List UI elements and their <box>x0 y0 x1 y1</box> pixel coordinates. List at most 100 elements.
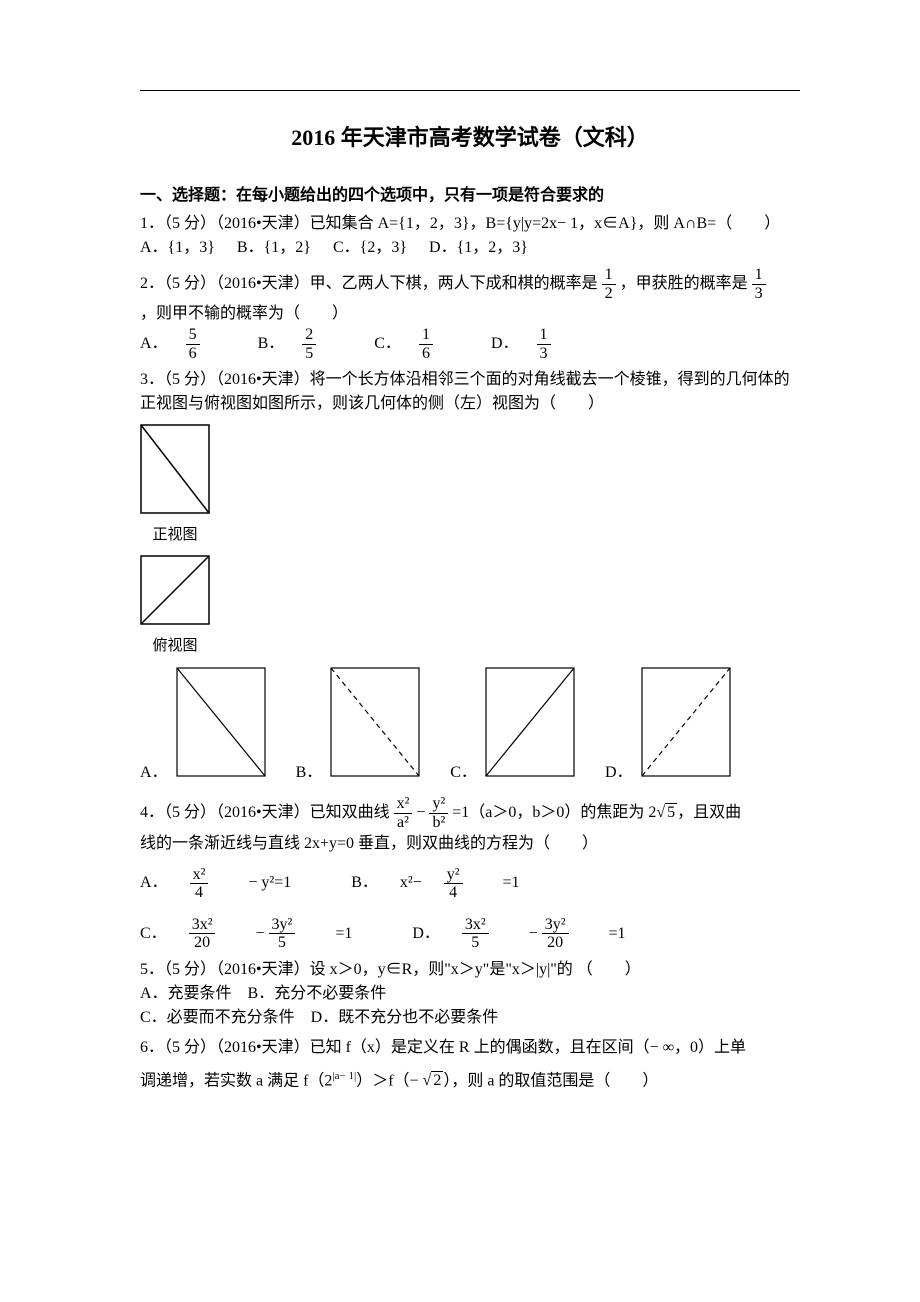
q2-D: D． <box>491 335 519 352</box>
q4-fx-d: a² <box>394 814 413 832</box>
q3-choice-d: D． <box>605 667 731 785</box>
q4-t3: ，且双曲 <box>677 804 741 821</box>
q4-C-frac2: 3y²5 <box>269 916 314 952</box>
top-view-label: 俯视图 <box>140 635 210 658</box>
q3-choice-a: A． <box>140 667 266 785</box>
q4-De: =1 <box>609 925 626 942</box>
q4-opt-c: C． 3x²20 − 3y²5 =1 <box>140 925 374 942</box>
q3-C-svg <box>485 667 575 777</box>
q4-A-n: x² <box>190 866 209 885</box>
q3-D-svg <box>641 667 731 777</box>
q1-opt-a: A．{1，3} <box>140 239 215 256</box>
q2-line2: ，则甲不输的概率为（ ） <box>140 302 800 326</box>
q4-line2: 线的一条渐近线与直线 2x+y=0 垂直，则双曲线的方程为（ ） <box>140 832 800 856</box>
q2-A: A． <box>140 335 168 352</box>
q2-Cd: 6 <box>419 345 433 363</box>
front-view-svg <box>140 424 210 514</box>
q4-C-n2: 3y² <box>269 916 296 935</box>
q2-Bd: 5 <box>302 345 316 363</box>
q4-line1: 4．（5 分）（2016•天津）已知双曲线 x²a² − y²b² =1（a＞0… <box>140 795 800 831</box>
q6-line2: 调递增，若实数 a 满足 f（2|a− 1|）＞f（− 2），则 a 的取值范围… <box>140 1068 800 1093</box>
q2-t2: ，甲获胜的概率是 <box>620 275 748 292</box>
q4-A2: − y²=1 <box>248 874 291 891</box>
q4-D-d1: 5 <box>462 934 489 952</box>
q3-A-svg <box>176 667 266 777</box>
q3-D-label: D． <box>605 764 633 781</box>
q6-t2b: ）＞f（− <box>356 1072 422 1089</box>
q4-C-d1: 20 <box>189 934 216 952</box>
q2-fracB: 25 <box>302 326 334 362</box>
q1-opt-d: D．{1，2，3} <box>429 239 528 256</box>
q4-C-n1: 3x² <box>189 916 216 935</box>
q4-frac-x: x²a² <box>394 795 413 831</box>
q4-options-row1: A． x²4 − y²=1 B． x²− y²4 =1 <box>140 866 800 902</box>
q2-f2n: 1 <box>752 266 766 285</box>
q4-opt-a: A． x²4 − y²=1 <box>140 874 313 891</box>
q6-sqrt: 2 <box>423 1069 444 1093</box>
q3-top-view: 俯视图 <box>140 555 800 658</box>
question-5: 5．（5 分）（2016•天津）设 x＞0，y∈R，则"x＞y"是"x＞|y|"… <box>140 958 800 1030</box>
q1-text: 1．（5 分）（2016•天津）已知集合 A={1，2，3}，B={y|y=2x… <box>140 212 800 236</box>
q4-B-n: y² <box>444 866 463 885</box>
section-heading: 一、选择题：在每小题给出的四个选项中，只有一项是符合要求的 <box>140 184 800 208</box>
q2-t1: 2．（5 分）（2016•天津）甲、乙两人下棋，两人下成和棋的概率是 <box>140 275 598 292</box>
q2-opt-b: B．25 <box>258 335 353 352</box>
q1-options: A．{1，3} B．{1，2} C．{2，3} D．{1，2，3} <box>140 236 800 260</box>
q2-options: A．56 B．25 C．16 D．13 <box>140 326 800 362</box>
q2-Bn: 2 <box>302 326 316 345</box>
q4-C-frac1: 3x²20 <box>189 916 234 952</box>
q4-C: C． <box>140 925 167 942</box>
q4-D-d2: 20 <box>542 934 569 952</box>
q2-f1d: 2 <box>602 285 616 303</box>
q2-C: C． <box>374 335 401 352</box>
q6-line1: 6．（5 分）（2016•天津）已知 f（x）是定义在 R 上的偶函数，且在区间… <box>140 1036 800 1060</box>
q5-opts-ab: A．充要条件 B．充分不必要条件 <box>140 982 800 1006</box>
q6-t2a: 调递增，若实数 a 满足 f（2 <box>140 1072 332 1089</box>
q3-text: 3．（5 分）（2016•天津）将一个长方体沿相邻三个面的对角线截去一个棱锥，得… <box>140 368 800 416</box>
q2-An: 5 <box>186 326 200 345</box>
top-view-box: 俯视图 <box>140 555 210 658</box>
q2-f1n: 1 <box>602 266 616 285</box>
q2-f2d: 3 <box>752 285 766 303</box>
q3-C-label: C． <box>450 764 477 781</box>
q2-Dd: 3 <box>537 345 551 363</box>
q2-line1: 2．（5 分）（2016•天津）甲、乙两人下棋，两人下成和棋的概率是 12 ，甲… <box>140 266 800 302</box>
q4-D-frac1: 3x²5 <box>462 916 507 952</box>
q3-choices: A． B． C． D． <box>140 667 800 785</box>
q4-B2: =1 <box>503 874 520 891</box>
q5-opts-cd: C．必要而不充分条件 D．既不充分也不必要条件 <box>140 1006 800 1030</box>
q2-fracD: 13 <box>537 326 569 362</box>
question-1: 1．（5 分）（2016•天津）已知集合 A={1，2，3}，B={y|y=2x… <box>140 212 800 260</box>
q4-fx-n: x² <box>394 795 413 814</box>
q4-fy-d: b² <box>429 814 448 832</box>
q3-choice-c: C． <box>450 667 575 785</box>
q2-fracA: 56 <box>186 326 218 362</box>
front-view-label: 正视图 <box>140 524 210 547</box>
q3-B-label: B． <box>296 764 323 781</box>
q4-A-d: 4 <box>190 884 209 902</box>
q4-A-frac: x²4 <box>190 866 227 902</box>
q4-t2: =1（a＞0，b＞0）的焦距为 2 <box>452 804 656 821</box>
question-2: 2．（5 分）（2016•天津）甲、乙两人下棋，两人下成和棋的概率是 12 ，甲… <box>140 266 800 362</box>
q4-B-d: 4 <box>444 884 463 902</box>
front-view-box: 正视图 <box>140 424 210 547</box>
q2-Ad: 6 <box>186 345 200 363</box>
q4-D-frac2: 3y²20 <box>542 916 587 952</box>
page-title: 2016 年天津市高考数学试卷（文科） <box>140 121 800 154</box>
q2-opt-a: A．56 <box>140 335 236 352</box>
q4-frac-y: y²b² <box>429 795 448 831</box>
q4-B1: x²− <box>400 874 426 891</box>
q4-Ce: =1 <box>335 925 352 942</box>
q2-Cn: 1 <box>419 326 433 345</box>
q3-choice-b: B． <box>296 667 421 785</box>
q2-Dn: 1 <box>537 326 551 345</box>
q4-sqrt: 5 <box>656 801 677 825</box>
top-view-svg <box>140 555 210 625</box>
q5-text: 5．（5 分）（2016•天津）设 x＞0，y∈R，则"x＞y"是"x＞|y|"… <box>140 958 800 982</box>
q2-frac1: 12 <box>602 266 616 302</box>
q4-C-d2: 5 <box>269 934 296 952</box>
q2-opt-d: D．13 <box>491 335 587 352</box>
q4-A: A． <box>140 874 168 891</box>
q4-D-n2: 3y² <box>542 916 569 935</box>
q2-B: B． <box>258 335 285 352</box>
